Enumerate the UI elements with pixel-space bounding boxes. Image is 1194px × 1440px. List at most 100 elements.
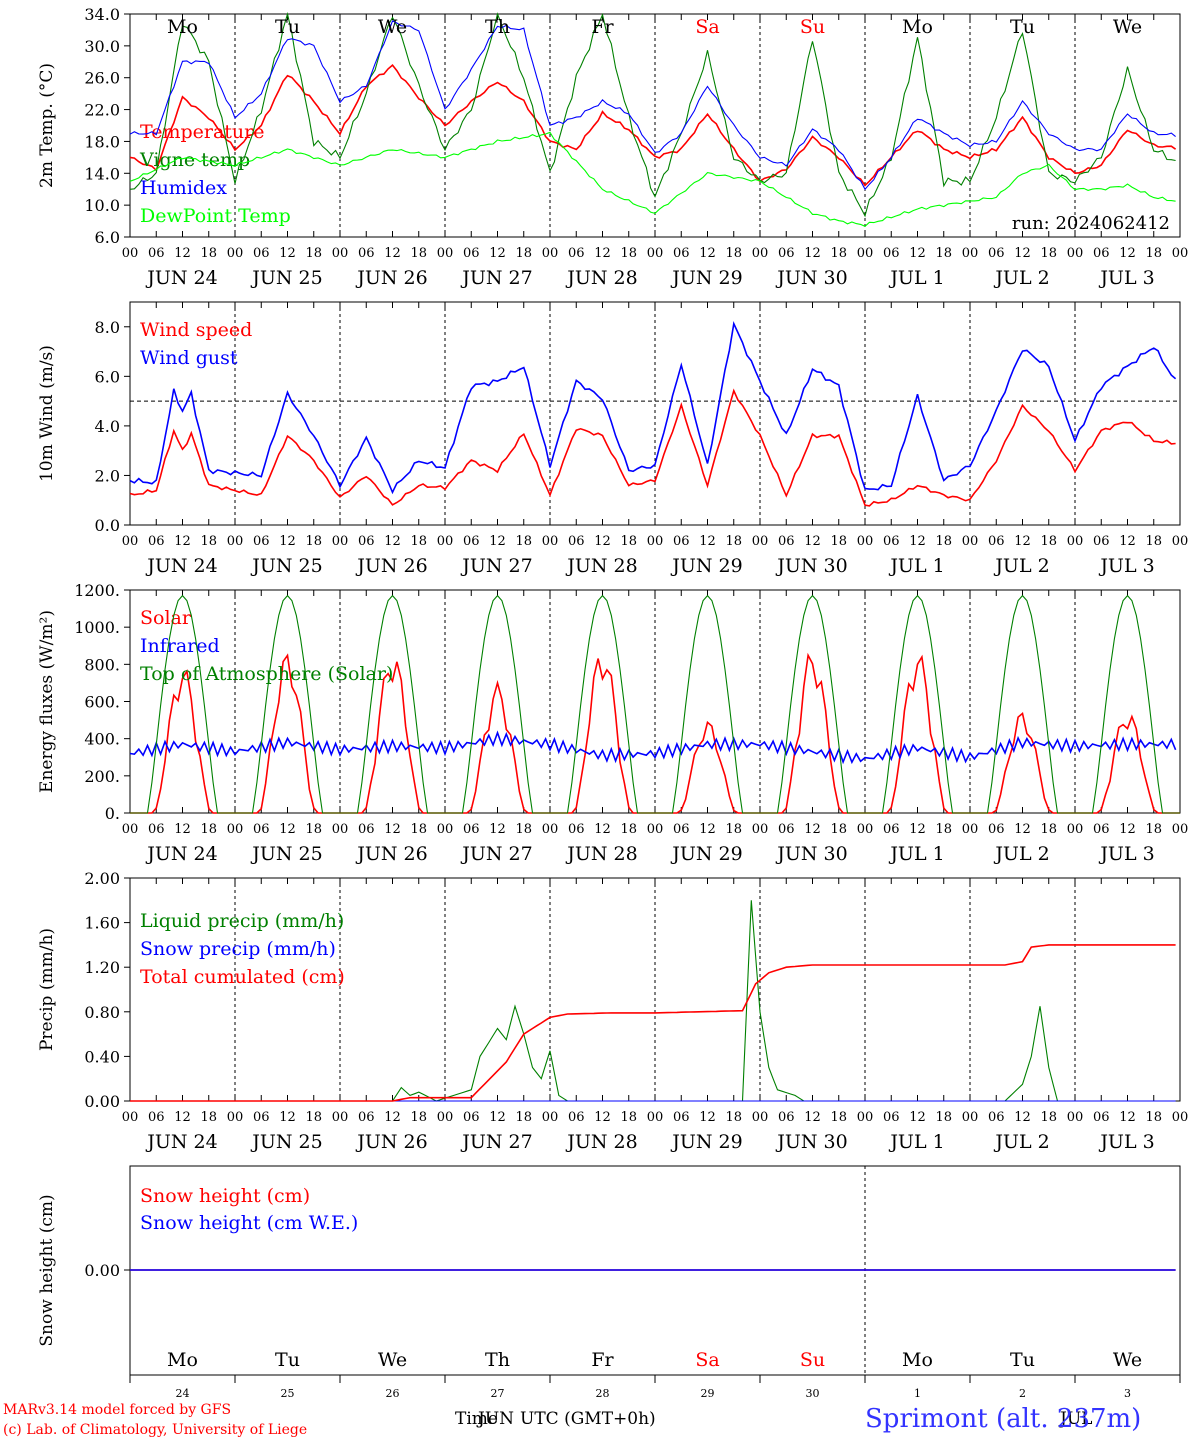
- date-label: JUN 25: [250, 267, 322, 289]
- hour-tick-label: 06: [883, 1110, 900, 1125]
- hour-tick-label: 00: [1067, 822, 1084, 837]
- y-tick-label: 0.0: [95, 516, 120, 535]
- hour-tick-label: 06: [988, 1110, 1005, 1125]
- weekday-label: We: [378, 1349, 407, 1371]
- day-number-label: 30: [806, 1387, 820, 1400]
- hour-tick-label: 06: [1093, 1110, 1110, 1125]
- hour-tick-label: 06: [463, 534, 480, 549]
- hour-tick-label: 06: [463, 1110, 480, 1125]
- date-label: JUL 1: [888, 843, 944, 865]
- date-label: JUN 28: [565, 555, 637, 577]
- hour-tick-label: 00: [857, 534, 874, 549]
- hour-tick-label: 00: [227, 534, 244, 549]
- day-number-label: 2: [1019, 1387, 1026, 1400]
- date-label: JUN 24: [145, 555, 217, 577]
- hour-tick-label: 12: [174, 822, 191, 837]
- date-label: JUN 28: [565, 267, 637, 289]
- date-label: JUN 25: [250, 843, 322, 865]
- series-wind-gust: [129, 321, 1177, 495]
- hour-tick-label: 00: [332, 822, 349, 837]
- hour-tick-label: 00: [1067, 246, 1084, 261]
- y-tick-label: 2.00: [84, 869, 120, 888]
- date-label: JUL 1: [888, 267, 944, 289]
- hour-tick-label: 06: [148, 822, 165, 837]
- date-label: JUL 2: [993, 267, 1049, 289]
- day-number-label: 27: [491, 1387, 505, 1400]
- x-axis-label-utc: UTC (GMT+0h): [520, 1409, 656, 1429]
- date-label: JUN 26: [355, 555, 427, 577]
- legend-series-top-of-atmosphere-solar: Top of Atmosphere (Solar): [140, 663, 393, 685]
- date-label: JUN 29: [670, 267, 742, 289]
- hour-tick-label: 00: [332, 246, 349, 261]
- hour-tick-label: 06: [358, 1110, 375, 1125]
- y-axis-label: Energy fluxes (W/m²): [37, 610, 57, 793]
- legend-series-infrared: Infrared: [140, 635, 220, 657]
- hour-tick-label: 06: [463, 246, 480, 261]
- hour-tick-label: 12: [1014, 246, 1031, 261]
- hour-tick-label: 12: [909, 1110, 926, 1125]
- plot-frame: [129, 13, 1181, 238]
- date-label: JUL 2: [993, 1131, 1049, 1153]
- hour-tick-label: 06: [988, 246, 1005, 261]
- hour-tick-label: 18: [410, 246, 427, 261]
- y-axis-label: Precip (mm/h): [37, 928, 57, 1051]
- hour-tick-label: 06: [673, 246, 690, 261]
- hour-tick-label: 00: [1172, 534, 1189, 549]
- date-label: JUN 27: [460, 555, 532, 577]
- y-tick-label: 26.0: [84, 69, 120, 88]
- hour-tick-label: 18: [515, 1110, 532, 1125]
- y-tick-label: 6.0: [95, 367, 120, 386]
- hour-tick-label: 12: [804, 1110, 821, 1125]
- hour-tick-label: 12: [384, 246, 401, 261]
- hour-tick-label: 06: [148, 246, 165, 261]
- weekday-label: Mo: [167, 16, 198, 38]
- weekday-label: Tu: [1010, 16, 1035, 38]
- hour-tick-label: 18: [725, 822, 742, 837]
- date-label: JUL 3: [1098, 555, 1154, 577]
- hour-tick-label: 00: [437, 534, 454, 549]
- hour-tick-label: 18: [305, 822, 322, 837]
- hour-tick-label: 18: [1145, 822, 1162, 837]
- date-label: JUL 2: [993, 843, 1049, 865]
- date-label: JUN 25: [250, 1131, 322, 1153]
- day-number-label: 24: [176, 1387, 190, 1400]
- hour-tick-label: 06: [778, 246, 795, 261]
- plot-frame: [129, 301, 1181, 526]
- hour-tick-label: 18: [1040, 534, 1057, 549]
- hour-tick-label: 06: [988, 534, 1005, 549]
- hour-tick-label: 00: [1172, 1110, 1189, 1125]
- date-label: JUN 28: [565, 1131, 637, 1153]
- weekday-label: Fr: [591, 16, 614, 38]
- weekday-label: Tu: [275, 1349, 300, 1371]
- legend-series-solar: Solar: [140, 607, 192, 629]
- y-tick-label: 22.0: [84, 101, 120, 120]
- date-label: JUN 24: [145, 843, 217, 865]
- hour-tick-label: 00: [122, 246, 139, 261]
- hour-tick-label: 18: [410, 1110, 427, 1125]
- hour-tick-label: 18: [830, 822, 847, 837]
- y-tick-label: 8.0: [95, 318, 120, 337]
- hour-tick-label: 12: [804, 534, 821, 549]
- legend-series-dewpoint-temp: DewPoint Temp: [140, 205, 291, 227]
- hour-tick-label: 06: [883, 822, 900, 837]
- hour-tick-label: 00: [647, 534, 664, 549]
- series-top-of-atmosphere-solar: [130, 594, 1180, 814]
- hour-tick-label: 06: [253, 1110, 270, 1125]
- hour-tick-label: 12: [279, 1110, 296, 1125]
- weekday-label: Su: [800, 16, 825, 38]
- hour-tick-label: 18: [830, 246, 847, 261]
- x-axis-label-jun: JUN: [476, 1409, 514, 1429]
- y-tick-label: 0.40: [84, 1047, 120, 1066]
- weekday-label: Fr: [591, 1349, 614, 1371]
- hour-tick-label: 18: [200, 822, 217, 837]
- hour-tick-label: 00: [542, 1110, 559, 1125]
- hour-tick-label: 12: [1014, 822, 1031, 837]
- legend-series-snow-height-cm: Snow height (cm): [140, 1185, 310, 1207]
- hour-tick-label: 12: [279, 534, 296, 549]
- hour-tick-label: 12: [489, 534, 506, 549]
- y-tick-label: 34.0: [84, 5, 120, 24]
- y-tick-label: 1200.: [74, 581, 120, 600]
- hour-tick-label: 12: [1119, 246, 1136, 261]
- y-tick-label: 0.80: [84, 1003, 120, 1022]
